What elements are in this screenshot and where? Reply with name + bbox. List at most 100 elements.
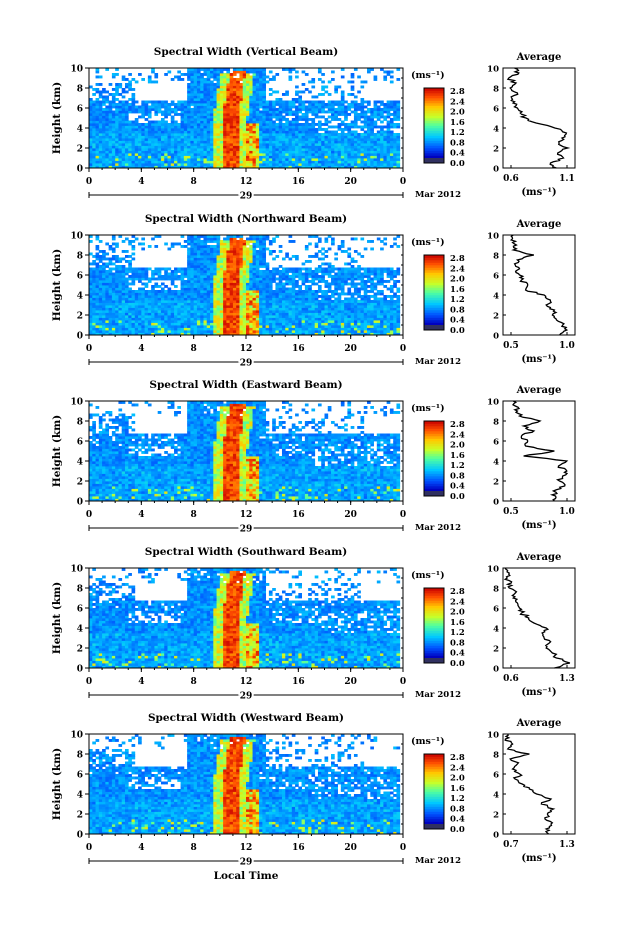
- heatmap-cell: [308, 280, 312, 283]
- heatmap-cell: [161, 156, 165, 159]
- heatmap-cell: [230, 315, 234, 318]
- heatmap-cell: [177, 78, 181, 81]
- heatmap-cell: [272, 308, 276, 311]
- heatmap-cell: [151, 128, 155, 131]
- heatmap-cell: [89, 138, 93, 141]
- heatmap-cell: [190, 283, 194, 286]
- heatmap-cell: [96, 290, 100, 293]
- heatmap-cell: [112, 308, 116, 311]
- heatmap-cell: [396, 325, 400, 328]
- heatmap-cell: [308, 298, 312, 301]
- heatmap-cell: [259, 318, 263, 321]
- heatmap-cell: [187, 308, 191, 311]
- heatmap-cell: [380, 310, 384, 313]
- heatmap-cell: [282, 101, 286, 104]
- heatmap-cell: [308, 101, 312, 104]
- heatmap-cell: [285, 295, 289, 298]
- heatmap-cell: [246, 313, 250, 316]
- heatmap-cell: [367, 328, 371, 331]
- heatmap-cell: [311, 163, 315, 166]
- heatmap-cell: [190, 156, 194, 159]
- heatmap-cell: [223, 93, 227, 96]
- heatmap-cell: [357, 151, 361, 154]
- heatmap-cell: [174, 153, 178, 156]
- heatmap-cell: [102, 146, 106, 149]
- heatmap-cell: [396, 310, 400, 313]
- heatmap-cell: [367, 298, 371, 301]
- heatmap-cell: [223, 146, 227, 149]
- heatmap-cell: [334, 113, 338, 116]
- heatmap-cell: [334, 148, 338, 151]
- heatmap-cell: [334, 153, 338, 156]
- heatmap-cell: [351, 138, 355, 141]
- heatmap-cell: [256, 93, 260, 96]
- heatmap-cell: [138, 293, 142, 296]
- heatmap-cell: [102, 133, 106, 136]
- heatmap-cell: [315, 313, 319, 316]
- heatmap-cell: [164, 148, 168, 151]
- heatmap-cell: [321, 330, 325, 333]
- heatmap-cell: [118, 101, 122, 104]
- heatmap-cell: [181, 121, 185, 124]
- heatmap-cell: [102, 298, 106, 301]
- heatmap-cell: [187, 71, 191, 74]
- heatmap-cell: [128, 300, 132, 303]
- heatmap-cell: [357, 113, 361, 116]
- heatmap-cell: [390, 136, 394, 139]
- heatmap-cell: [243, 325, 247, 328]
- heatmap-cell: [233, 136, 237, 139]
- heatmap-cell: [360, 313, 364, 316]
- heatmap-cell: [354, 153, 358, 156]
- heatmap-cell: [128, 128, 132, 131]
- heatmap-cell: [364, 111, 368, 114]
- heatmap-cell: [203, 305, 207, 308]
- heatmap-cell: [181, 128, 185, 131]
- heatmap-cell: [259, 293, 263, 296]
- heatmap-cell: [325, 310, 329, 313]
- heatmap-cell: [158, 290, 162, 293]
- heatmap-cell: [360, 288, 364, 291]
- heatmap-cell: [370, 133, 374, 136]
- heatmap-cell: [92, 146, 96, 149]
- heatmap-cell: [154, 126, 158, 129]
- heatmap-cell: [125, 280, 129, 283]
- heatmap-cell: [132, 283, 136, 286]
- heatmap-cell: [158, 111, 162, 114]
- heatmap-cell: [311, 295, 315, 298]
- heatmap-cell: [360, 280, 364, 283]
- heatmap-cell: [357, 300, 361, 303]
- heatmap-cell: [256, 298, 260, 301]
- heatmap-cell: [282, 283, 286, 286]
- heatmap-cell: [181, 103, 185, 106]
- heatmap-cell: [380, 151, 384, 154]
- heatmap-cell: [380, 156, 384, 159]
- heatmap-cell: [246, 111, 250, 114]
- heatmap-cell: [151, 156, 155, 159]
- heatmap-cell: [125, 320, 129, 323]
- profile-x-tick-label: 0.6: [503, 174, 519, 184]
- heatmap-cell: [328, 320, 332, 323]
- heatmap-cell: [99, 283, 103, 286]
- heatmap-cell: [295, 328, 299, 331]
- heatmap-cell: [377, 280, 381, 283]
- heatmap-cell: [282, 328, 286, 331]
- heatmap-cell: [138, 300, 142, 303]
- heatmap-cell: [203, 161, 207, 164]
- heatmap-cell: [99, 111, 103, 114]
- heatmap-cell: [233, 131, 237, 134]
- heatmap-cell: [161, 318, 165, 321]
- heatmap-cell: [318, 318, 322, 321]
- heatmap-cell: [315, 148, 319, 151]
- heatmap-cell: [112, 103, 116, 106]
- heatmap-cell: [302, 131, 306, 134]
- heatmap-cell: [341, 300, 345, 303]
- heatmap-cell: [243, 96, 247, 99]
- heatmap-cell: [203, 96, 207, 99]
- heatmap-cell: [243, 151, 247, 154]
- heatmap-cell: [226, 126, 230, 129]
- heatmap-cell: [269, 156, 273, 159]
- heatmap-cell: [243, 83, 247, 86]
- heatmap-cell: [151, 310, 155, 313]
- heatmap-cell: [135, 313, 139, 316]
- heatmap-cell: [289, 283, 293, 286]
